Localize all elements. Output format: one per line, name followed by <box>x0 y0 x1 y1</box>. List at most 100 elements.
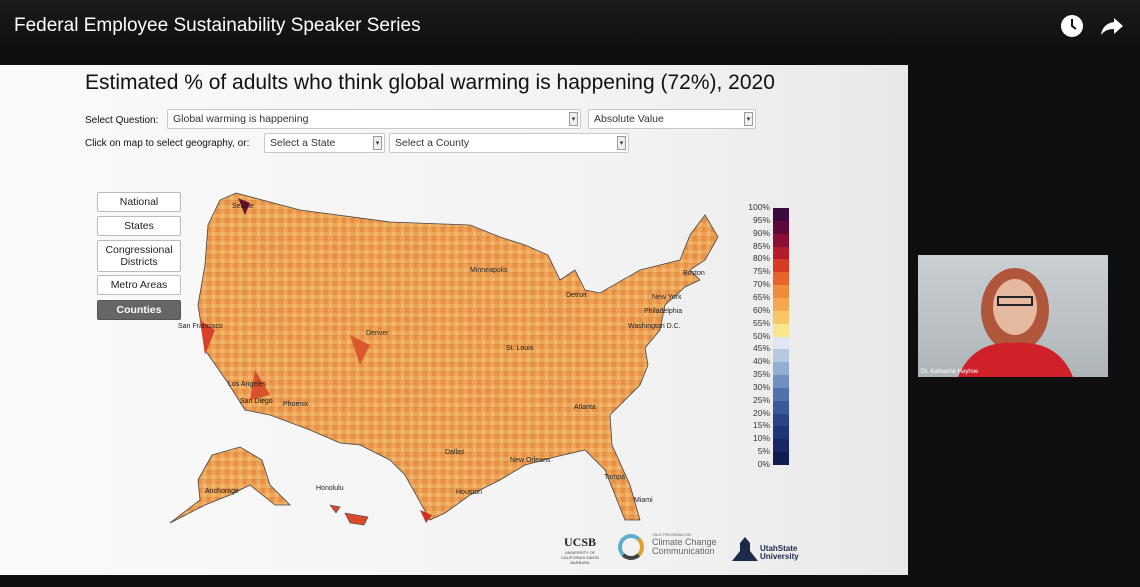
city-label: Anchorage <box>205 488 239 495</box>
contiguous-us[interactable] <box>197 192 719 521</box>
us-county-map[interactable]: Seattle San Francisco Los Angeles San Diego… <box>0 65 908 575</box>
ucsb-logo: UCSB UNIVERSITY OF CALIFORNIA SANTA BARB… <box>555 535 605 565</box>
geo-button-national[interactable]: National <box>97 192 181 212</box>
legend-tick-label: 100% <box>748 202 770 212</box>
city-label: Houston <box>456 489 482 496</box>
legend-tick-label: 90% <box>752 227 770 238</box>
city-label: New Orleans <box>510 457 551 464</box>
legend-tick-label: 50% <box>752 330 770 341</box>
dropdown-arrow-icon: ▾ <box>617 136 626 150</box>
legend-swatch <box>773 323 789 337</box>
clock-icon[interactable] <box>1060 14 1084 38</box>
state-placeholder: Select a State <box>270 137 336 149</box>
legend-swatch <box>773 387 789 402</box>
legend-swatch <box>773 452 789 466</box>
dropdown-arrow-icon: ▾ <box>569 112 578 126</box>
legend-swatch <box>773 246 789 260</box>
question-select[interactable]: Global warming is happening ▾ <box>167 109 581 129</box>
legend-swatch <box>773 349 789 363</box>
city-label: New York <box>652 294 682 301</box>
legend-swatch <box>773 400 789 415</box>
city-label: Washington D.C. <box>628 323 681 330</box>
measure-value: Absolute Value <box>594 113 664 125</box>
speech-bubble-icon <box>618 534 644 560</box>
legend-swatch <box>773 208 789 222</box>
city-label: Philadelphia <box>644 308 682 315</box>
video-top-bar: Federal Employee Sustainability Speaker … <box>0 0 1140 52</box>
speaker-webcam: Dr. Katharine Hayhoe <box>918 255 1108 377</box>
county-placeholder: Select a County <box>395 137 470 149</box>
legend-swatch <box>773 285 789 299</box>
legend-swatch <box>773 220 789 235</box>
city-label: St. Louis <box>506 345 534 352</box>
legend-tick-label: 55% <box>752 317 770 328</box>
legend-swatch <box>773 362 789 376</box>
ucsb-logo-sub: UNIVERSITY OF CALIFORNIA SANTA BARBARA <box>561 550 599 565</box>
measure-select[interactable]: Absolute Value ▾ <box>588 109 756 129</box>
legend-swatch <box>773 336 789 350</box>
legend-tick-label: 45% <box>752 343 770 354</box>
legend-tick-label: 65% <box>752 291 770 302</box>
geo-button-congressional-districts[interactable]: Congressional Districts <box>97 240 181 272</box>
legend-tick-label: 15% <box>752 420 770 431</box>
legend-tick-label: 85% <box>752 240 770 251</box>
legend-tick-label: 80% <box>752 253 770 264</box>
county-select[interactable]: Select a County ▾ <box>389 133 629 153</box>
legend-tick-label: 40% <box>752 356 770 367</box>
city-label: Miami <box>634 497 653 504</box>
legend-swatch <box>773 259 789 273</box>
legend-tick-label: 35% <box>752 369 770 380</box>
city-label: Detroit <box>566 292 587 299</box>
legend-tick-label: 30% <box>752 381 770 392</box>
speaker-name: Dr. Katharine Hayhoe <box>921 369 979 375</box>
state-highlights <box>200 198 432 523</box>
question-value: Global warming is happening <box>173 113 309 125</box>
city-label: Seattle <box>232 203 254 210</box>
legend-swatch <box>773 375 789 389</box>
usu-building-icon <box>732 537 758 561</box>
legend-tick-label: 75% <box>752 266 770 277</box>
city-label: Minneapolis <box>470 267 508 274</box>
legend-swatch <box>773 310 789 325</box>
geo-button-metro-areas[interactable]: Metro Areas <box>97 275 181 295</box>
color-legend <box>773 208 789 466</box>
speaker-video <box>958 268 1073 377</box>
legend-tick-label: 70% <box>752 279 770 290</box>
city-label: Boston <box>683 270 705 277</box>
geo-button-states[interactable]: States <box>97 216 181 236</box>
alaska[interactable] <box>169 446 291 524</box>
legend-tick-label: 25% <box>752 394 770 405</box>
legend-tick-label: 10% <box>752 433 770 444</box>
legend-swatch <box>773 413 789 427</box>
video-title[interactable]: Federal Employee Sustainability Speaker … <box>14 15 421 36</box>
question-label: Select Question: <box>85 115 159 126</box>
geo-button-counties[interactable]: Counties <box>97 300 181 320</box>
presentation-slide: Estimated % of adults who think global w… <box>0 65 908 575</box>
dropdown-arrow-icon: ▾ <box>744 112 753 126</box>
yale-top-text: YALE PROGRAM ON <box>652 532 691 537</box>
yale-text: Climate Change Communication <box>652 537 717 556</box>
legend-swatch <box>773 439 789 453</box>
map-title: Estimated % of adults who think global w… <box>85 71 775 94</box>
state-select[interactable]: Select a State ▾ <box>264 133 385 153</box>
geography-label: Click on map to select geography, or: <box>85 138 250 149</box>
usu-text: UtahState University <box>760 544 799 561</box>
legend-tick-label: 20% <box>752 407 770 418</box>
city-label: Dallas <box>445 449 465 456</box>
legend-swatch <box>773 233 789 248</box>
share-icon[interactable] <box>1100 14 1124 38</box>
legend-swatch <box>773 426 789 440</box>
city-label: San Diego <box>240 398 273 405</box>
ucsb-logo-text: UCSB <box>563 535 596 549</box>
legend-tick-label: 5% <box>757 446 770 457</box>
legend-swatch <box>773 297 789 312</box>
city-label: Denver <box>366 330 389 337</box>
city-label: Tampa <box>604 474 625 481</box>
city-label: Los Angeles <box>228 381 267 388</box>
hawaii[interactable] <box>329 504 369 526</box>
usu-logo: UtahState University <box>730 533 820 565</box>
city-label: Honolulu <box>316 485 344 492</box>
city-labels: Seattle San Francisco Los Angeles San Diego… <box>178 203 705 504</box>
legend-tick-label: 0% <box>757 459 770 469</box>
city-label: Phoenix <box>283 401 309 408</box>
